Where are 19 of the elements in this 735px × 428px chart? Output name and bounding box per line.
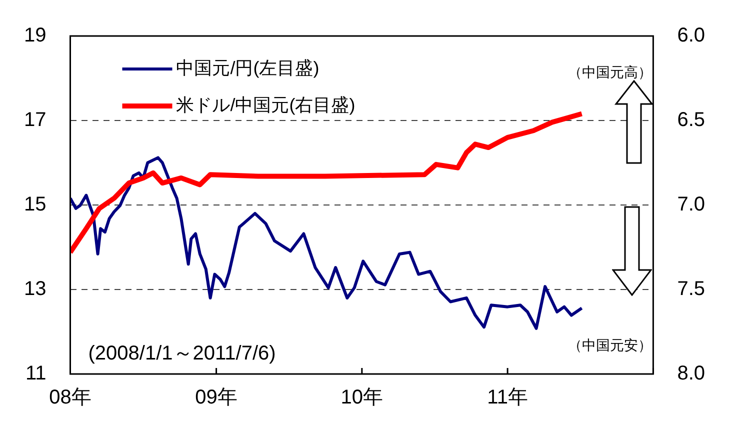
- x-tick-label: 08年: [49, 386, 92, 409]
- y2-tick-label: 6.5: [677, 109, 706, 132]
- y-tick-label: 11: [25, 362, 46, 385]
- y-tick-label: 17: [24, 109, 46, 132]
- y2-tick-label: 7.5: [677, 278, 706, 300]
- annotation: （中国元安）: [568, 336, 652, 353]
- annotation: (2008/1/1～2011/7/6): [88, 342, 276, 365]
- annotation: （中国元高）: [568, 64, 652, 80]
- y-tick-label: 19: [24, 24, 46, 47]
- legend-label: 米ドル/中国元(右目盛): [176, 94, 356, 115]
- y-tick-label: 15: [24, 194, 46, 216]
- y2-tick-label: 6.0: [677, 24, 706, 47]
- y-tick-label: 13: [24, 278, 46, 300]
- y2-tick-label: 7.0: [677, 194, 706, 216]
- x-tick-label: 10年: [340, 386, 384, 409]
- x-tick-label: 11年: [487, 386, 528, 409]
- legend-label: 中国元/円(左目盛): [176, 58, 320, 78]
- x-tick-label: 09年: [195, 386, 238, 409]
- y2-tick-label: 8.0: [677, 362, 706, 385]
